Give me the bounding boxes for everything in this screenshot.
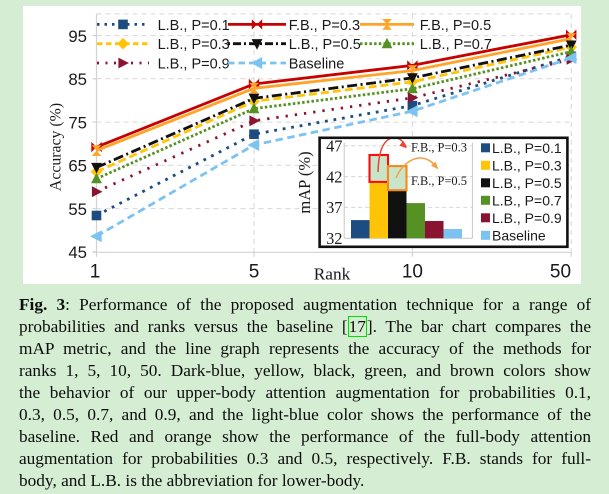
svg-text:1: 1 [90, 262, 101, 283]
svg-text:L.B., P=0.5: L.B., P=0.5 [289, 37, 361, 53]
svg-text:50: 50 [550, 262, 571, 283]
svg-text:42: 42 [326, 167, 342, 186]
svg-text:65: 65 [68, 157, 87, 176]
svg-text:F.B., P=0.3: F.B., P=0.3 [411, 140, 467, 154]
svg-text:L.B., P=0.7: L.B., P=0.7 [492, 192, 562, 208]
svg-text:Baseline: Baseline [289, 56, 345, 72]
svg-text:Baseline: Baseline [492, 227, 546, 243]
svg-text:Rank: Rank [314, 265, 351, 284]
svg-text:L.B., P=0.5: L.B., P=0.5 [492, 175, 562, 191]
svg-text:Accuracy (%): Accuracy (%) [48, 103, 65, 191]
svg-text:L.B., P=0.1: L.B., P=0.1 [158, 18, 230, 34]
svg-text:95: 95 [68, 27, 87, 46]
svg-text:10: 10 [402, 262, 423, 283]
svg-text:47: 47 [326, 136, 342, 155]
svg-text:F.B., P=0.5: F.B., P=0.5 [420, 18, 491, 34]
svg-text:55: 55 [68, 200, 87, 219]
svg-text:L.B., P=0.3: L.B., P=0.3 [158, 37, 230, 53]
svg-text:45: 45 [68, 243, 87, 262]
svg-text:37: 37 [326, 198, 342, 217]
svg-text:L.B., P=0.1: L.B., P=0.1 [492, 140, 562, 156]
svg-text:F.B., P=0.3: F.B., P=0.3 [289, 18, 360, 34]
svg-text:L.B., P=0.9: L.B., P=0.9 [492, 210, 562, 226]
svg-text:85: 85 [68, 70, 87, 89]
svg-text:32: 32 [326, 229, 342, 248]
svg-text:75: 75 [68, 113, 87, 132]
svg-text:5: 5 [249, 262, 260, 283]
svg-text:L.B., P=0.9: L.B., P=0.9 [158, 56, 230, 72]
svg-text:L.B., P=0.7: L.B., P=0.7 [420, 37, 492, 53]
svg-text:L.B., P=0.3: L.B., P=0.3 [492, 157, 562, 173]
svg-text:mAP (%): mAP (%) [295, 151, 314, 213]
svg-text:F.B., P=0.5: F.B., P=0.5 [411, 174, 467, 188]
